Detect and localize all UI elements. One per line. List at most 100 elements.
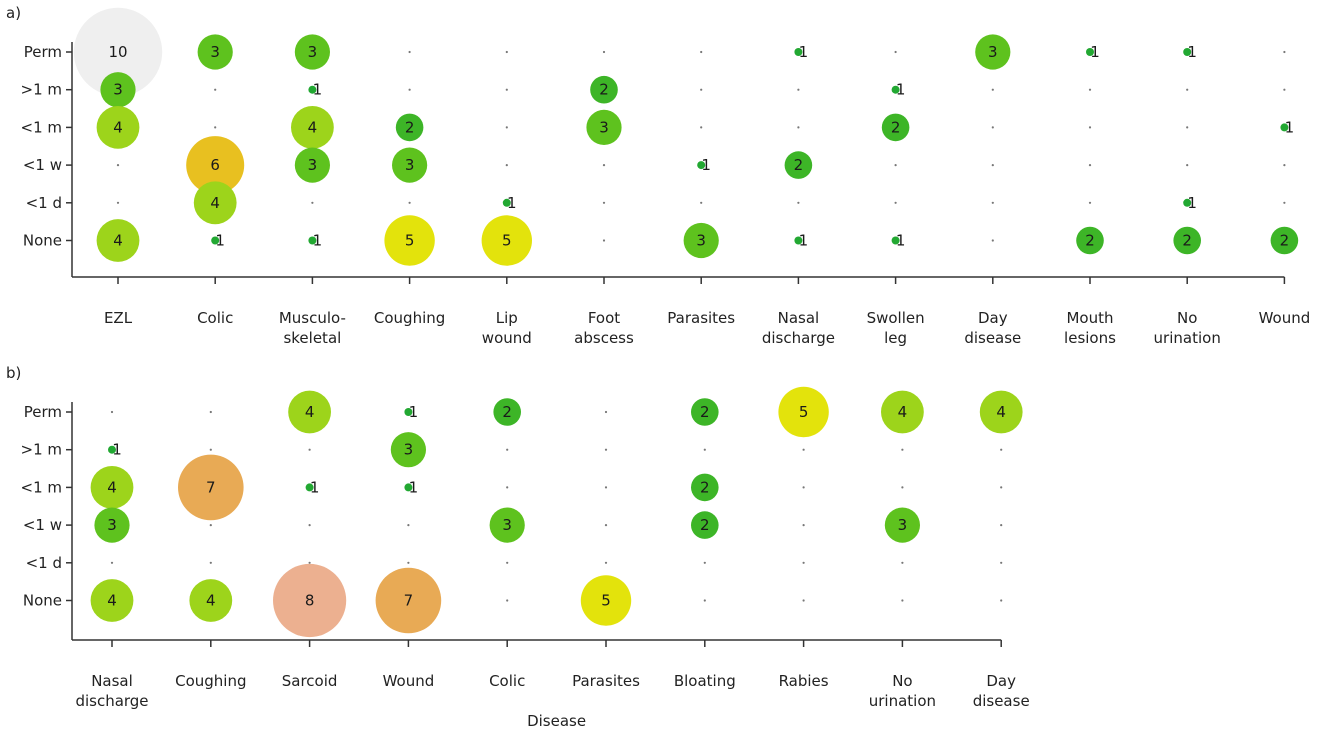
data-bubble (186, 136, 245, 195)
empty-cell-dot (1283, 88, 1286, 91)
x-tick-label: discharge (75, 692, 148, 710)
y-tick-label: >1 m (21, 81, 63, 99)
bubble-value-label: 1 (313, 232, 323, 250)
bubble-value-label: 2 (794, 156, 804, 174)
empty-cell-dot (311, 201, 314, 204)
empty-cell-dot (797, 126, 800, 129)
empty-cell-dot (991, 201, 994, 204)
bubble-value-label: 2 (700, 478, 710, 496)
bubble-value-label: 4 (113, 118, 123, 136)
data-bubble (390, 432, 426, 468)
empty-cell-dot (604, 524, 608, 527)
data-bubble (683, 222, 719, 259)
empty-cell-dot (802, 561, 805, 564)
empty-cell-dot (894, 201, 897, 204)
x-tick-label: discharge (762, 329, 835, 347)
bubble-value-label: 2 (700, 516, 710, 534)
x-tick-label: disease (973, 692, 1030, 710)
x-tick-label: Swollen (867, 309, 925, 327)
bubble-value-label: 2 (1085, 232, 1095, 250)
bubble-value-label: 1 (313, 81, 323, 99)
empty-cell-dot (1186, 126, 1189, 129)
bubble-value-label: 6 (210, 156, 220, 174)
data-bubble (481, 215, 532, 266)
bubble-value-label: 2 (891, 118, 901, 136)
x-tick-label: Coughing (374, 309, 445, 327)
empty-cell-dot (506, 599, 509, 602)
empty-cell-dot (408, 88, 411, 91)
empty-cell-dot (802, 486, 805, 489)
empty-cell-dot (894, 164, 897, 167)
data-bubble (784, 151, 813, 179)
x-tick-label: Parasites (667, 309, 735, 327)
empty-cell-dot (604, 410, 608, 414)
empty-cell-dot (506, 486, 509, 489)
data-bubble (794, 48, 803, 56)
data-bubble (580, 575, 632, 626)
empty-cell-dot (110, 410, 114, 414)
empty-cell-dot (700, 126, 703, 129)
y-tick-label: None (23, 232, 62, 250)
empty-cell-dot (991, 88, 994, 91)
empty-cell-dot (703, 599, 706, 602)
bubble-value-label: 4 (107, 478, 117, 496)
bubble-value-label: 4 (305, 403, 315, 421)
x-tick-label: Coughing (175, 672, 246, 690)
bubble-value-label: 1 (1285, 118, 1295, 136)
data-bubble (1183, 198, 1192, 207)
data-bubble (794, 236, 803, 245)
empty-cell-dot (700, 88, 703, 91)
data-bubble (193, 181, 237, 225)
data-bubble (1086, 48, 1094, 56)
data-bubble (178, 454, 244, 521)
empty-cell-dot (901, 486, 904, 489)
data-bubble (308, 236, 317, 245)
data-bubble (384, 215, 435, 266)
y-tick-label: <1 d (26, 194, 62, 212)
x-tick-label: Colic (489, 672, 525, 690)
bubble-value-label: 4 (206, 592, 216, 610)
data-bubble (392, 147, 428, 183)
x-tick-label: No (1177, 309, 1197, 327)
empty-cell-dot (110, 561, 114, 564)
x-tick-label: disease (964, 329, 1021, 347)
bubble-value-label: 5 (601, 592, 611, 610)
y-tick-label: <1 w (23, 156, 62, 174)
bubble-value-label: 3 (107, 516, 117, 534)
data-bubble (197, 34, 233, 70)
bubble-value-label: 3 (502, 516, 512, 534)
empty-cell-dot (116, 164, 120, 167)
data-bubble (108, 445, 116, 454)
data-bubble (691, 511, 719, 539)
bubble-value-label: 1 (112, 441, 122, 459)
data-bubble (94, 507, 130, 543)
bubble-value-label: 1 (1090, 43, 1100, 61)
data-bubble (395, 113, 424, 142)
empty-cell-dot (602, 201, 606, 204)
bubble-value-label: 3 (988, 43, 998, 61)
x-tick-label: Musculo- (279, 309, 346, 327)
bubble-value-label: 7 (404, 592, 414, 610)
data-bubble (189, 579, 233, 622)
data-bubble (73, 7, 163, 97)
data-bubble (884, 507, 921, 543)
bubble-value-label: 3 (308, 156, 318, 174)
bubble-value-label: 5 (502, 232, 512, 250)
empty-cell-dot (1283, 201, 1286, 204)
bubble-value-label: 2 (1280, 232, 1290, 250)
y-tick-label: <1 d (26, 554, 62, 572)
x-tick-label: lesions (1064, 329, 1116, 347)
empty-cell-dot (408, 50, 411, 54)
panel-b: b) Perm >1 m <1 m <1 w <1 d None Nasal discharge… (6, 364, 1030, 730)
data-bubble (1076, 226, 1104, 255)
empty-cell-dot (1088, 88, 1092, 91)
empty-cell-dot (894, 50, 897, 54)
empty-cell-dot (308, 561, 311, 564)
bubble-value-label: 1 (409, 403, 419, 421)
data-bubble (90, 466, 134, 509)
bubble-value-label: 1 (896, 81, 906, 99)
empty-cell-dot (1000, 486, 1003, 489)
empty-cell-dot (209, 448, 212, 451)
data-bubble (308, 85, 317, 94)
